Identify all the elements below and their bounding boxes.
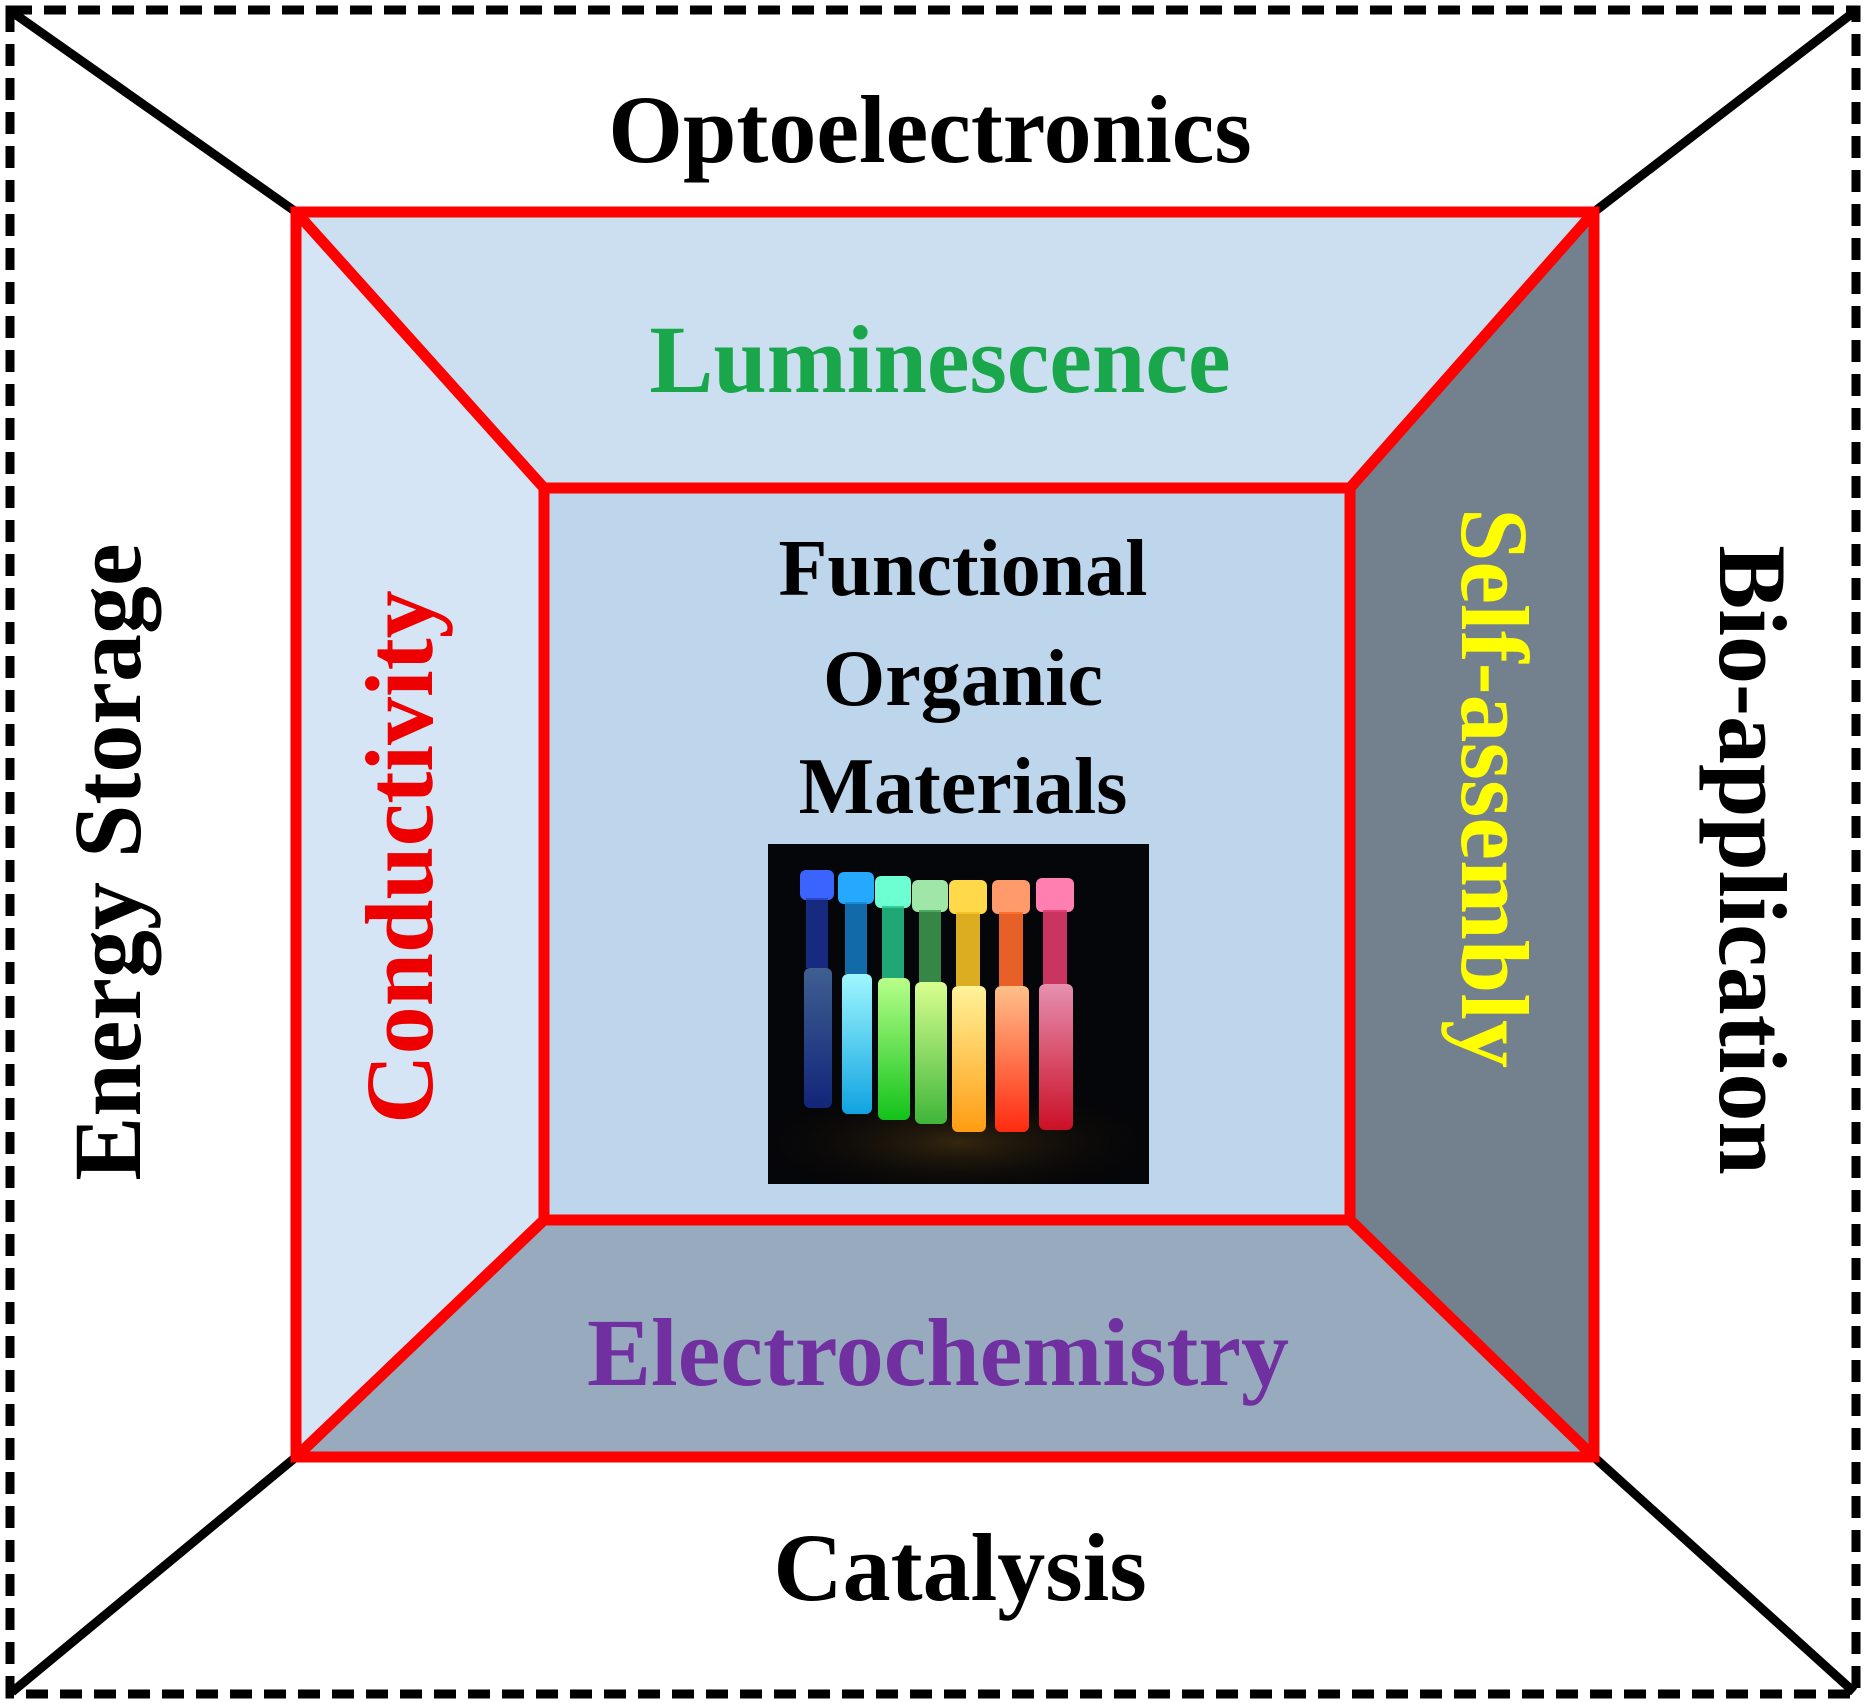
corner-line-bottom-left (9, 1453, 299, 1696)
red-diagonal-top-left (291, 208, 549, 492)
center-title-line-2: Organic (823, 635, 1103, 723)
corner-line-bottom-right (1590, 1453, 1858, 1696)
label-luminescence: Luminescence (649, 306, 1230, 413)
red-diagonal-top-right (1345, 208, 1599, 492)
red-diagonal-bottom-left (292, 1216, 548, 1461)
vial-yellow (949, 880, 987, 1132)
label-optoelectronics: Optoelectronics (608, 76, 1251, 183)
label-conductivity: Conductivity (346, 590, 453, 1123)
corner-line-top-left (9, 8, 299, 216)
red-diagonal-bottom-right (1346, 1216, 1598, 1461)
vial-cyan (838, 872, 874, 1114)
panel-conductivity (296, 212, 544, 1457)
corner-line-top-right (1591, 8, 1857, 216)
center-title-line-3: Materials (799, 743, 1128, 831)
vial-blue (800, 870, 834, 1108)
label-electrochemistry: Electrochemistry (587, 1299, 1289, 1406)
panel-luminescence (296, 212, 1594, 488)
vial-orange (992, 880, 1030, 1132)
vial-green (875, 876, 911, 1120)
panel-electrochemistry (296, 1220, 1594, 1457)
label-energy-storage: Energy Storage (54, 543, 161, 1180)
label-self-assembly: Self-assembly (1441, 508, 1548, 1068)
red-frame-inner (538, 482, 1356, 1226)
vial-red (1036, 878, 1074, 1130)
vial-lime (912, 880, 948, 1124)
panel-self-assembly (1350, 212, 1594, 1457)
red-frame-outer (290, 206, 1600, 1463)
label-bio-application: Bio-application (1699, 545, 1806, 1174)
label-catalysis: Catalysis (773, 1514, 1146, 1621)
glowing-vials-photo (768, 844, 1149, 1184)
center-title-line-1: Functional (779, 525, 1148, 613)
